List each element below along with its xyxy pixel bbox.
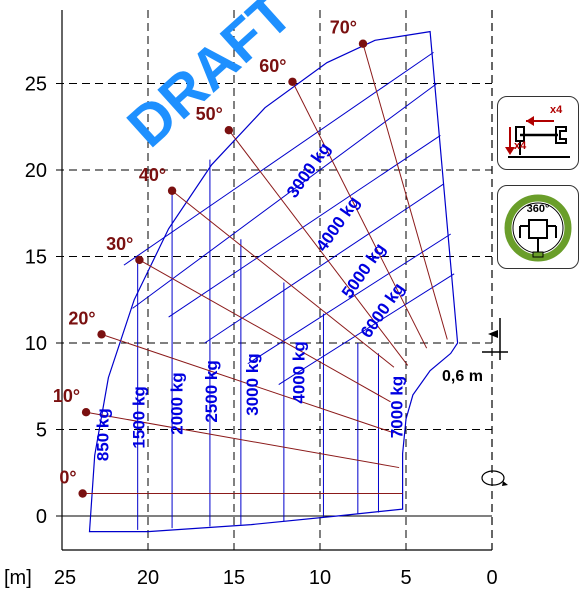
- x-tick-label: 25: [54, 567, 76, 589]
- load-zone-boundary: [247, 233, 451, 365]
- boom-angle-dot: [358, 39, 368, 48]
- boom-angle-label: 60°: [259, 56, 286, 76]
- boom-angle-dot: [288, 77, 297, 86]
- rotation-360-icon: 360°: [497, 185, 579, 269]
- boom-angle-dot: [97, 330, 106, 339]
- load-zone-label: 2500 kg: [202, 360, 221, 422]
- boom-angle-label: 30°: [106, 234, 133, 254]
- boom-angle-line: [85, 411, 400, 469]
- load-zone-label: 1500 kg: [130, 386, 149, 448]
- y-tick-label: 25: [25, 74, 47, 96]
- boom-angle-dot: [135, 255, 144, 265]
- boom-angle-line: [139, 259, 391, 403]
- load-zone-boundary: [123, 51, 434, 266]
- x-tick-label: 5: [400, 567, 411, 589]
- load-envelope: [88, 30, 459, 533]
- x-tick-label: 15: [223, 567, 245, 589]
- boom-angle-line: [292, 81, 428, 349]
- load-zone-boundary: [132, 83, 438, 309]
- boom-angle-label: 40°: [139, 165, 166, 185]
- boom-angle-line: [171, 190, 395, 368]
- boom-angle-dot: [167, 186, 177, 195]
- boom-angle-label: 20°: [68, 308, 95, 328]
- draft-watermark: DRAFT: [115, 0, 305, 160]
- tick-labels: 0 5 10 15 20 25 25 20 15 10 5 0 [m]: [4, 74, 498, 589]
- boom-angle-dot: [78, 489, 87, 498]
- boom-angle-line: [362, 43, 448, 340]
- outrigger-count-top: x4: [550, 104, 563, 116]
- load-zone-label: 7000 kg: [388, 376, 407, 438]
- load-zone-boundary: [278, 273, 455, 385]
- load-zone-label: 850 kg: [93, 408, 112, 461]
- load-zone-labels: 850 kg 1500 kg 2000 kg 2500 kg 3000 kg 4000 k…: [93, 139, 408, 461]
- boom-angle-line: [101, 333, 395, 434]
- dimension-label: 0,6 m: [442, 368, 483, 385]
- boom-angle-dot: [81, 408, 91, 417]
- outrigger-count-side: x4: [514, 140, 527, 152]
- boom-angle-label: 70°: [330, 18, 357, 38]
- boom-angle-label: 0°: [59, 468, 76, 488]
- load-envelope-outline: [88, 30, 459, 533]
- boom-angle-label: 10°: [53, 386, 80, 406]
- dimension-arrow: [488, 330, 498, 338]
- rotation-symbol: [481, 470, 505, 486]
- boom-angle-lines: 0° 10° 20° 30° 40° 50° 60° 70°: [53, 18, 448, 498]
- axes: [61, 10, 493, 551]
- rotation-arrow: [502, 481, 508, 486]
- load-zone-label: 2000 kg: [167, 372, 186, 434]
- x-axis-unit-label: [m]: [4, 567, 32, 589]
- load-zone-boundary: [168, 134, 441, 318]
- y-tick-label: 0: [36, 506, 47, 528]
- x-tick-label: 0: [486, 567, 497, 589]
- load-zone-boundary: [204, 183, 445, 344]
- y-tick-label: 5: [36, 420, 47, 442]
- outriggers-down-icon: x4 x4: [497, 96, 579, 170]
- y-tick-label: 20: [25, 160, 47, 182]
- load-zone-label: 3000 kg: [243, 353, 262, 415]
- boom-angle-label: 50°: [196, 104, 223, 124]
- rotation-angle-label: 360°: [527, 203, 550, 215]
- boom-angle-dot: [224, 126, 234, 135]
- x-tick-label: 10: [309, 567, 331, 589]
- y-tick-label: 15: [25, 247, 47, 269]
- load-zone-label: 4000 kg: [290, 341, 309, 403]
- boom-angle-line: [228, 129, 409, 366]
- y-tick-label: 10: [25, 333, 47, 355]
- x-tick-label: 20: [137, 567, 159, 589]
